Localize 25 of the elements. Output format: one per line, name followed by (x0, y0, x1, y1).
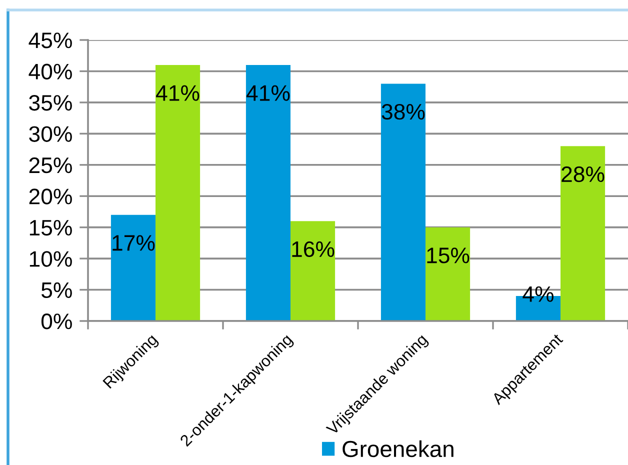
y-tick-label: 40% (28, 64, 72, 80)
data-label: 41% (246, 85, 290, 101)
data-label: 16% (292, 241, 334, 258)
y-tick-label: 5% (41, 282, 72, 298)
data-label: 17% (112, 235, 155, 251)
y-tick-label: 35% (29, 94, 72, 111)
y-tick-label: 0% (41, 314, 72, 330)
y-tick-label: 15% (30, 220, 72, 236)
bar (156, 64, 200, 321)
data-label: 38% (382, 104, 425, 120)
y-tick-label: 45% (28, 32, 72, 48)
bar (290, 221, 336, 321)
bar (246, 64, 290, 321)
bar (560, 146, 606, 321)
legend-label: Groenekan (342, 440, 454, 458)
bar (110, 214, 156, 321)
bar (380, 84, 426, 321)
y-tick-label: 10% (30, 251, 72, 267)
data-label: 28% (562, 166, 604, 182)
bar (426, 227, 470, 321)
y-tick-label: 30% (29, 126, 72, 142)
y-tick-label: 20% (29, 188, 72, 204)
y-tick-label: 25% (29, 157, 72, 174)
data-label: 41% (156, 85, 200, 101)
data-label: 15% (427, 248, 470, 264)
